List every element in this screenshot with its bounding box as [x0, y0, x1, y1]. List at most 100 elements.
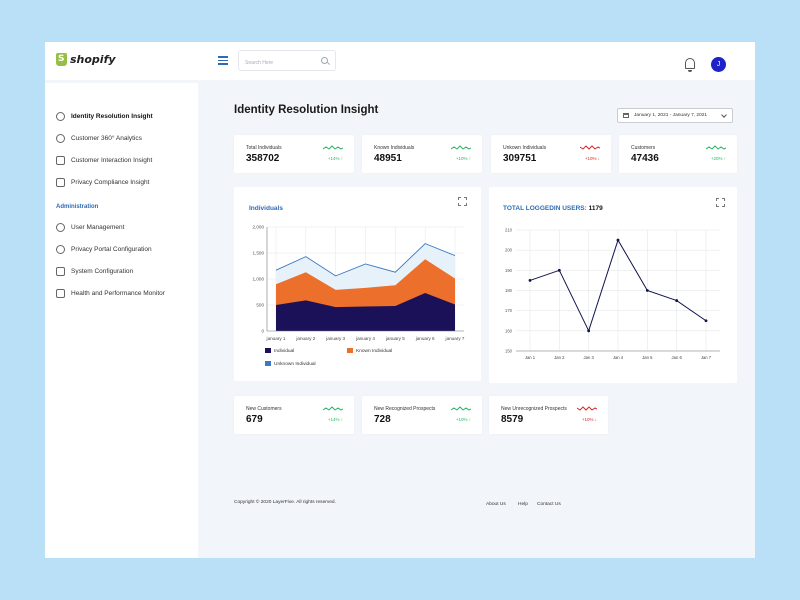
y-tick-label: 210 — [505, 228, 513, 233]
individuals-area-chart: 0 500 1,000 1,500 2,000 january 1 january 2 jan… — [253, 225, 465, 368]
stat-card-customers[interactable]: Customers 47436 +20% ↑ — [619, 135, 737, 173]
sparkline-icon — [706, 145, 726, 150]
loggedin-panel-title: TOTAL LOGGEDIN USERS: 1179 — [503, 205, 603, 212]
series-area-individual — [276, 293, 455, 331]
sidebar-item-customer-360[interactable]: Customer 360° Analytics — [56, 134, 142, 143]
loggedin-line-chart: 150 160 170 180 190 200 210 Jan 1 Jan 2 Jan 3 Jan … — [505, 228, 720, 360]
footer-link-about[interactable]: About Us — [486, 502, 506, 507]
sidebar-item-user-management[interactable]: User Management — [56, 223, 124, 232]
sidebar-item-label: Health and Performance Monitor — [71, 290, 165, 297]
stat-trend: +14% ↑ — [327, 156, 343, 161]
individuals-panel: Individuals 0 500 1,000 1,500 2,000 january 1… — [234, 187, 481, 381]
footer-link-contact[interactable]: Contact Us — [537, 502, 561, 507]
stat-value: 358702 — [246, 153, 280, 164]
date-range-picker[interactable]: January 1, 2021 - January 7, 2021 — [617, 108, 733, 123]
sparkline-icon — [451, 406, 471, 411]
sidebar-item-health-monitor[interactable]: Health and Performance Monitor — [56, 289, 165, 298]
stat-label: New Customers — [246, 406, 282, 412]
x-tick-label: Jan 2 — [554, 355, 565, 360]
sparkline-icon — [451, 145, 471, 150]
sidebar-item-label: User Management — [71, 224, 125, 231]
monitor-icon — [56, 156, 65, 165]
footer-link-help[interactable]: Help — [518, 502, 528, 507]
x-tick-label: january 6 — [415, 336, 435, 341]
stat-trend: +14% ↑ — [327, 417, 343, 422]
area-chart-body: 0 500 1,000 1,500 2,000 january 1 january 2 jan… — [253, 225, 465, 368]
search-input[interactable] — [239, 53, 313, 73]
x-tick-label: Jan 7 — [701, 355, 712, 360]
stat-value: 728 — [374, 414, 391, 425]
x-tick-label: january 3 — [325, 336, 345, 341]
app-window: shopify J Identity Resolution Insight Cu… — [45, 42, 755, 558]
sidebar-item-label: Customer 360° Analytics — [71, 135, 142, 142]
stat-card-total-individuals[interactable]: Total Individuals 358702 +14% ↑ — [234, 135, 354, 173]
sidebar-item-system-configuration[interactable]: System Configuration — [56, 267, 133, 276]
data-point — [528, 279, 532, 282]
brand-logo[interactable]: shopify — [56, 53, 116, 66]
hamburger-menu-icon[interactable] — [218, 56, 228, 65]
data-point — [645, 289, 649, 292]
sparkline-icon — [577, 406, 597, 411]
sidebar-item-label: Customer Interaction Insight — [71, 157, 153, 164]
search-box — [238, 50, 336, 73]
y-tick-label: 170 — [505, 308, 513, 313]
sidebar-item-label: Privacy Portal Configuration — [71, 246, 152, 253]
sidebar-item-identity-resolution[interactable]: Identity Resolution Insight — [56, 112, 153, 121]
x-tick-label: Jan 3 — [584, 355, 595, 360]
x-tick-label: january 2 — [295, 336, 315, 341]
user-management-icon — [56, 223, 65, 232]
system-config-icon — [56, 267, 65, 276]
calendar-icon — [623, 113, 629, 118]
stat-label: Customers — [631, 145, 656, 151]
x-tick-label: january 4 — [355, 336, 375, 341]
individuals-panel-title: Individuals — [249, 205, 283, 212]
sidebar-section-administration: Administration — [56, 204, 99, 210]
stat-trend: +10% ↑ — [455, 417, 471, 422]
expand-icon[interactable] — [458, 197, 467, 206]
sparkline-icon — [323, 145, 343, 150]
page-title: Identity Resolution Insight — [234, 104, 379, 116]
y-tick-label: 2,000 — [253, 225, 265, 230]
stat-label: Total Individuals — [246, 145, 282, 151]
y-tick-label: 160 — [505, 328, 513, 333]
stat-card-unknown-individuals[interactable]: Unkown Individuals 309751 +10% ↓ — [491, 135, 611, 173]
user-icon — [56, 134, 65, 143]
series-line-unknown-individual — [275, 243, 456, 277]
stat-card-known-individuals[interactable]: Known Individuals 48951 +10% ↑ — [362, 135, 482, 173]
stat-label: New Recognized Prospects — [374, 406, 436, 412]
settings-network-icon — [56, 112, 65, 121]
sidebar-item-privacy-compliance[interactable]: Privacy Compliance Insight — [56, 178, 149, 187]
stat-label: Known Individuals — [374, 145, 415, 151]
stat-card-new-customers[interactable]: New Customers 679 +14% ↑ — [234, 396, 354, 434]
browser-lock-icon — [56, 178, 65, 187]
top-bar: shopify J — [45, 42, 755, 80]
stat-label: Unkown Individuals — [503, 145, 547, 151]
y-tick-label: 500 — [256, 303, 264, 308]
y-tick-label: 150 — [505, 349, 513, 354]
line-chart-body: 150 160 170 180 190 200 210 Jan 1 Jan 2 Jan 3 Jan … — [505, 228, 720, 360]
search-icon[interactable] — [321, 57, 328, 64]
stat-trend: +10% ↑ — [455, 156, 471, 161]
stat-value: 8579 — [501, 414, 524, 425]
loggedin-users-panel: TOTAL LOGGEDIN USERS: 1179 150 160 170 180 1… — [489, 187, 737, 383]
stat-trend: +10% ↓ — [581, 417, 597, 422]
sidebar-item-privacy-portal[interactable]: Privacy Portal Configuration — [56, 245, 152, 254]
bell-icon[interactable] — [685, 58, 695, 72]
sidebar-item-customer-interaction[interactable]: Customer Interaction Insight — [56, 156, 152, 165]
sidebar: Identity Resolution Insight Customer 360… — [45, 83, 198, 558]
sidebar-item-label: Privacy Compliance Insight — [71, 179, 150, 186]
loggedin-count: 1179 — [588, 205, 603, 212]
stat-card-new-unrecognized-prospects[interactable]: New Unrecognized Prospects 8579 +10% ↓ — [489, 396, 608, 434]
stat-value: 47436 — [631, 153, 659, 164]
avatar[interactable]: J — [711, 57, 726, 72]
sidebar-item-label: Identity Resolution Insight — [71, 113, 153, 120]
stat-value: 48951 — [374, 153, 402, 164]
expand-icon[interactable] — [716, 198, 725, 207]
stat-card-new-recognized-prospects[interactable]: New Recognized Prospects 728 +10% ↑ — [362, 396, 482, 434]
legend-swatch — [265, 361, 271, 366]
legend-label: Known Individual — [356, 348, 392, 354]
y-tick-label: 0 — [261, 329, 264, 334]
x-tick-label: Jan 1 — [525, 355, 536, 360]
x-tick-label: january 1 — [266, 336, 286, 341]
y-tick-label: 1,500 — [253, 251, 265, 256]
